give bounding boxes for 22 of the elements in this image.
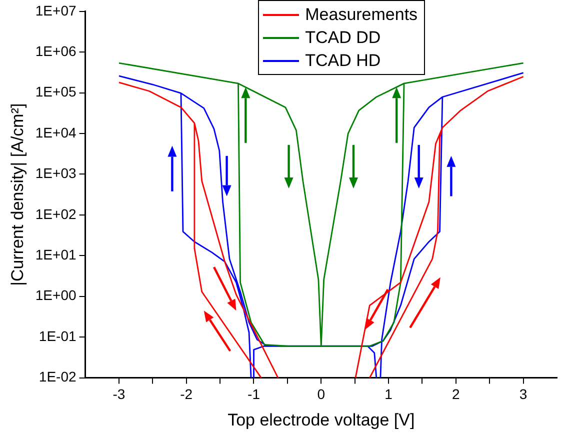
legend-label: TCAD HD <box>305 50 381 72</box>
x-tick-label: 1 <box>384 386 393 402</box>
y-tick-label: 1E+02 <box>35 206 76 222</box>
y-tick-label: 1E+06 <box>35 42 76 59</box>
y-tick-label: 1E+05 <box>35 84 76 100</box>
x-tick-label: 0 <box>317 386 326 402</box>
x-axis-title: Top electrode voltage [V] <box>228 410 415 430</box>
y-tick-label: 1E-02 <box>38 368 76 385</box>
x-tick-label: 3 <box>519 386 528 402</box>
y-tick-label: 1E-01 <box>38 328 76 344</box>
y-tick-label: 1E+03 <box>35 165 76 182</box>
legend-label: TCAD DD <box>305 27 381 49</box>
y-tick-label: 1E+01 <box>35 246 76 263</box>
legend-label: Measurements <box>305 4 418 26</box>
y-tick-label: 1E+00 <box>35 287 76 304</box>
y-tick-label: 1E+07 <box>35 2 76 18</box>
y-tick-label: 1E+04 <box>35 124 76 140</box>
x-tick-label: -2 <box>180 386 193 402</box>
x-tick-label: -3 <box>112 386 126 402</box>
x-tick-label: 2 <box>452 386 460 402</box>
y-axis-title: |Current density| [A/cm²] <box>8 103 27 286</box>
x-tick-label: -1 <box>248 386 260 402</box>
